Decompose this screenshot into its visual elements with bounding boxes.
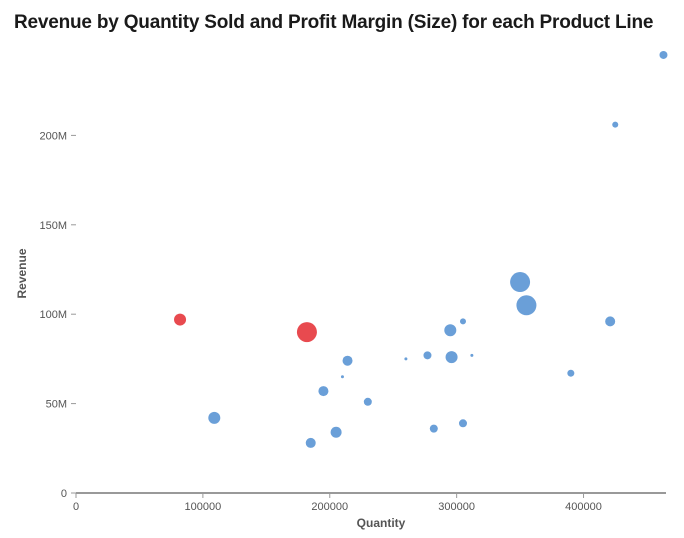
x-tick-label: 200000 xyxy=(311,501,348,513)
data-point xyxy=(659,50,668,59)
data-point xyxy=(444,324,457,337)
data-point xyxy=(305,437,316,448)
x-tick-label: 400000 xyxy=(565,501,602,513)
data-point xyxy=(516,295,537,316)
data-point xyxy=(459,318,466,325)
x-axis: 0 100000 200000 300000 400000 xyxy=(73,492,666,513)
y-tick-label: 0 xyxy=(61,488,67,500)
x-axis-label: Quantity xyxy=(357,516,406,530)
data-point xyxy=(208,411,221,424)
data-point xyxy=(445,351,458,364)
y-axis-label: Revenue xyxy=(15,248,29,298)
data-point-negative xyxy=(174,313,187,326)
data-point xyxy=(340,375,344,379)
y-tick-label: 100M xyxy=(39,309,67,321)
x-tick-label: 300000 xyxy=(438,501,475,513)
x-tick-label: 100000 xyxy=(185,501,222,513)
y-tick-label: 50M xyxy=(46,399,67,411)
y-axis: 0 50M 100M 150M 200M xyxy=(39,130,76,500)
data-point xyxy=(612,121,619,128)
data-point xyxy=(423,351,432,360)
data-point xyxy=(470,353,474,357)
data-points xyxy=(174,50,668,448)
data-point xyxy=(510,272,531,293)
data-point-negative xyxy=(296,322,317,343)
y-tick-label: 150M xyxy=(39,220,67,232)
data-point xyxy=(429,424,438,433)
data-point xyxy=(363,397,372,406)
x-tick-label: 0 xyxy=(73,501,79,513)
data-point xyxy=(605,316,616,327)
data-point xyxy=(404,357,408,361)
data-point xyxy=(318,386,329,397)
data-point xyxy=(342,355,353,366)
chart-title: Revenue by Quantity Sold and Profit Marg… xyxy=(14,12,654,33)
data-point xyxy=(458,419,467,428)
data-point xyxy=(330,426,342,438)
data-point xyxy=(567,369,575,377)
y-tick-label: 200M xyxy=(39,130,67,142)
